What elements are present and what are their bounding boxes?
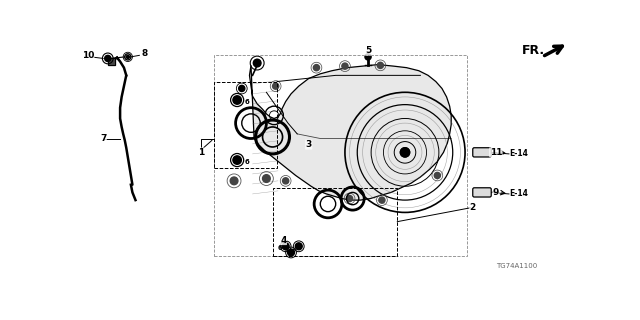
Text: 2: 2 [470, 203, 476, 212]
FancyBboxPatch shape [473, 148, 492, 157]
Circle shape [253, 59, 261, 67]
Circle shape [295, 243, 302, 250]
Circle shape [105, 55, 111, 61]
Circle shape [282, 243, 289, 250]
Text: E-14: E-14 [509, 189, 528, 198]
Circle shape [342, 63, 348, 69]
Bar [108, 59, 115, 65]
Text: 9: 9 [493, 188, 499, 197]
Circle shape [287, 249, 294, 256]
Circle shape [346, 196, 353, 202]
Circle shape [379, 197, 385, 203]
Text: 7: 7 [100, 134, 106, 143]
FancyBboxPatch shape [473, 188, 492, 197]
Text: TG74A1100: TG74A1100 [496, 262, 537, 268]
Circle shape [314, 65, 319, 71]
Bar [273, 188, 397, 256]
Circle shape [233, 156, 241, 164]
Text: 11: 11 [490, 148, 502, 157]
Text: E-14: E-14 [509, 149, 528, 158]
Text: 6: 6 [289, 250, 294, 255]
Circle shape [401, 148, 410, 157]
Circle shape [435, 172, 440, 179]
Text: 6: 6 [277, 245, 282, 251]
Circle shape [233, 96, 241, 104]
Circle shape [273, 83, 279, 89]
Circle shape [378, 62, 383, 68]
Text: 5: 5 [365, 46, 371, 55]
Circle shape [126, 55, 129, 59]
Text: 3: 3 [306, 140, 312, 149]
Circle shape [262, 175, 270, 182]
Bar [214, 55, 467, 256]
Text: 6: 6 [245, 159, 250, 164]
Polygon shape [250, 65, 451, 200]
Text: FR.: FR. [522, 44, 545, 57]
Text: 8: 8 [141, 49, 148, 58]
Text: 1: 1 [198, 148, 204, 157]
Circle shape [239, 85, 245, 92]
Text: 10: 10 [81, 51, 94, 60]
Circle shape [283, 178, 289, 184]
Bar [108, 59, 115, 65]
Circle shape [230, 177, 238, 185]
Bar [214, 82, 277, 168]
Circle shape [365, 54, 371, 60]
Text: 6: 6 [245, 99, 250, 105]
Text: 4: 4 [280, 236, 287, 244]
